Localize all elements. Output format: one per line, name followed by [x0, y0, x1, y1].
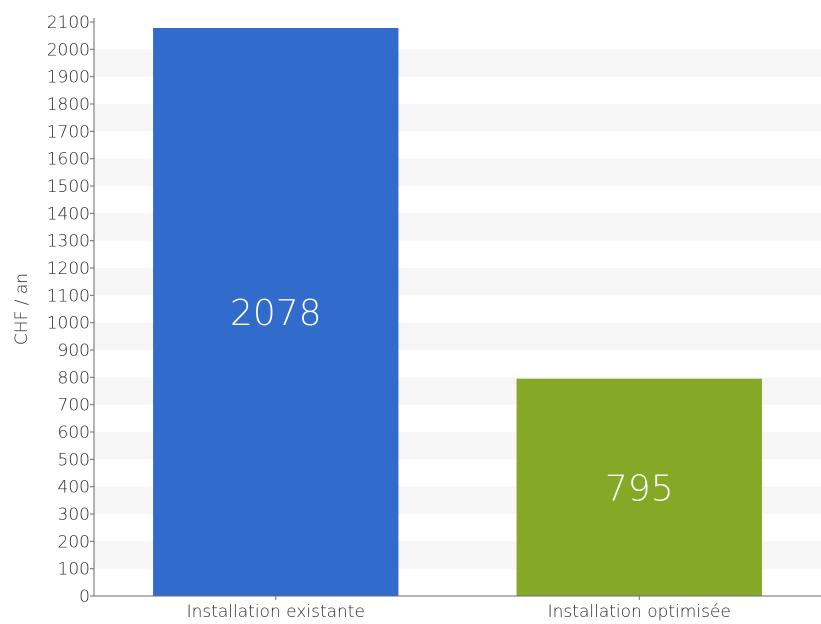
- y-axis-title: CHF / an: [12, 273, 32, 345]
- x-axis: Installation existante Installation optim…: [94, 595, 821, 622]
- y-tick-label: 1200: [47, 259, 90, 279]
- y-tick-label: 1300: [47, 232, 90, 252]
- bar-1: [153, 28, 399, 597]
- y-tick-label: 1800: [47, 95, 90, 115]
- data-labels: 2078 795: [230, 293, 674, 509]
- y-tick-label: 2100: [47, 13, 90, 33]
- y-tick-label: 700: [58, 396, 90, 416]
- data-label-2: 795: [605, 468, 674, 509]
- y-tick-label: 1900: [47, 68, 90, 88]
- y-tick-label: 1000: [47, 314, 90, 334]
- y-tick-label: 500: [58, 450, 90, 470]
- y-tick-label: 1500: [47, 177, 90, 197]
- y-tick-label: 1100: [47, 286, 90, 306]
- y-tick-label: 900: [58, 341, 90, 361]
- y-tick-label: 300: [58, 505, 90, 525]
- y-tick-label: 0: [79, 587, 90, 607]
- y-tick-label: 100: [58, 560, 90, 580]
- y-tick-label: 600: [58, 423, 90, 443]
- y-tick-label: 200: [58, 532, 90, 552]
- y-tick-label: 1400: [47, 204, 90, 224]
- x-tick-label: Installation optimisée: [548, 602, 731, 622]
- bars: [153, 28, 762, 597]
- y-tick-label: 1600: [47, 150, 90, 170]
- x-tick-label: Installation existante: [187, 602, 365, 622]
- y-tick-label: 1700: [47, 122, 90, 142]
- data-label-1: 2078: [230, 293, 322, 334]
- y-tick-label: 2000: [47, 40, 90, 60]
- y-tick-label: 400: [58, 478, 90, 498]
- y-axis: 0 100 200 300 400 500 600 700 800 900 1000 1100 1200…: [47, 13, 95, 607]
- y-tick-label: 800: [58, 368, 90, 388]
- bar-2: [516, 378, 762, 596]
